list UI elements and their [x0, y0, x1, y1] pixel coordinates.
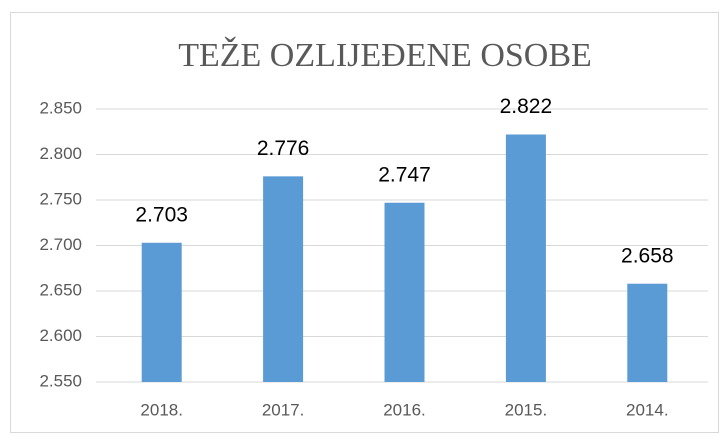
data-label: 2.822 — [500, 95, 553, 118]
data-label: 2.703 — [135, 203, 188, 226]
bar — [505, 134, 546, 382]
chart-title: TEŽE OZLIJEĐENE OSOBE — [178, 37, 592, 74]
x-tick-label: 2017. — [262, 400, 305, 419]
x-tick-label: 2015. — [505, 400, 548, 419]
y-tick-label: 2.650 — [39, 280, 82, 299]
x-tick-label: 2016. — [383, 400, 426, 419]
x-tick-label: 2018. — [140, 400, 183, 419]
bar — [384, 202, 425, 382]
data-label: 2.747 — [378, 163, 431, 186]
y-tick-label: 2.750 — [39, 189, 82, 208]
x-tick-label: 2014. — [626, 400, 669, 419]
y-tick-label: 2.850 — [39, 98, 82, 117]
y-tick-label: 2.600 — [39, 326, 82, 345]
data-label: 2.776 — [257, 137, 310, 160]
y-tick-label: 2.800 — [39, 144, 82, 163]
chart-frame — [10, 12, 719, 433]
data-label: 2.658 — [621, 244, 674, 267]
bar — [627, 283, 668, 382]
y-tick-label: 2.700 — [39, 235, 82, 254]
bar — [141, 242, 182, 382]
bar — [263, 176, 304, 382]
y-tick-label: 2.550 — [39, 371, 82, 390]
